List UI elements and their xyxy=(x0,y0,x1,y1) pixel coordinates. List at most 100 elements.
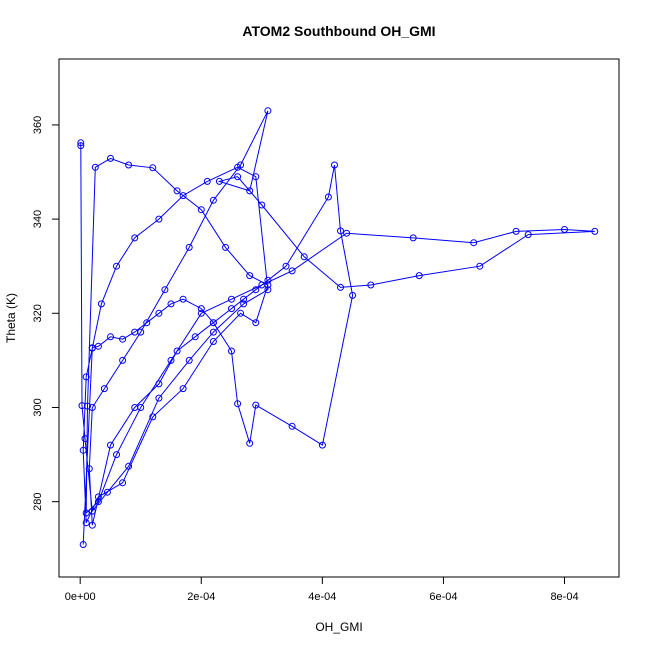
data-point xyxy=(84,402,91,410)
data-point xyxy=(185,356,193,364)
data-point xyxy=(77,142,85,150)
data-point xyxy=(167,300,175,308)
data-point xyxy=(258,201,266,209)
y-tick-label: 280 xyxy=(32,492,44,510)
x-tick-label: 6e-04 xyxy=(429,591,457,603)
data-point xyxy=(197,206,205,214)
data-point xyxy=(264,286,272,294)
data-point xyxy=(88,404,96,411)
data-point xyxy=(131,404,139,411)
data-point xyxy=(125,161,133,169)
data-point xyxy=(476,262,484,270)
data-point xyxy=(179,295,187,303)
data-point xyxy=(88,344,96,352)
data-point xyxy=(252,173,260,181)
data-point xyxy=(79,541,87,548)
data-point xyxy=(234,400,242,408)
data-point xyxy=(119,479,127,487)
data-point xyxy=(167,356,175,364)
x-tick-label: 8e-04 xyxy=(550,591,578,603)
x-axis-label: OH_GMI xyxy=(315,620,362,634)
y-tick-label: 320 xyxy=(32,304,44,322)
data-point xyxy=(246,439,254,447)
data-point xyxy=(561,226,568,233)
data-point xyxy=(415,272,423,280)
data-point xyxy=(143,319,151,327)
data-point xyxy=(343,229,351,237)
data-point xyxy=(240,295,248,303)
data-point xyxy=(524,231,532,239)
data-point xyxy=(337,283,344,291)
series-points xyxy=(77,107,599,548)
data-point xyxy=(155,215,163,223)
data-point xyxy=(591,227,599,235)
y-tick-label: 340 xyxy=(32,210,44,228)
data-point xyxy=(409,234,417,242)
data-point xyxy=(209,319,217,327)
data-point xyxy=(82,373,90,381)
y-axis-label: Theta (K) xyxy=(4,293,18,343)
data-point xyxy=(234,173,242,181)
data-point xyxy=(85,465,93,473)
data-point xyxy=(107,154,114,162)
data-point xyxy=(185,243,193,251)
data-point xyxy=(125,462,133,470)
data-point xyxy=(79,446,87,454)
data-point xyxy=(324,193,332,201)
data-point xyxy=(119,335,127,343)
data-point xyxy=(209,328,217,336)
data-point xyxy=(337,227,344,235)
data-point xyxy=(149,413,157,421)
chart-title: ATOM2 Southbound OH_GMI xyxy=(242,23,435,39)
data-point xyxy=(367,281,375,289)
series-lines xyxy=(80,110,595,545)
data-point xyxy=(288,267,296,275)
data-point xyxy=(237,309,245,317)
data-point xyxy=(161,286,169,294)
data-point xyxy=(197,305,205,313)
data-point xyxy=(237,161,245,169)
data-point xyxy=(228,305,235,313)
data-point xyxy=(155,380,163,388)
data-point xyxy=(228,347,235,355)
data-point xyxy=(82,519,90,527)
data-point xyxy=(470,239,478,247)
data-point xyxy=(88,507,96,515)
x-tick-label: 0e+00 xyxy=(65,591,96,603)
data-point xyxy=(215,177,223,185)
y-tick-label: 360 xyxy=(32,116,44,134)
x-tick-label: 2e-04 xyxy=(187,591,215,603)
data-point xyxy=(246,187,254,195)
data-point xyxy=(149,164,157,172)
data-point xyxy=(209,338,217,345)
plot-frame xyxy=(58,58,620,578)
data-point xyxy=(197,309,205,317)
x-axis: 0e+00 2e-04 4e-04 6e-04 8e-04 xyxy=(65,576,579,603)
data-point xyxy=(191,333,199,341)
x-tick-label: 4e-04 xyxy=(308,591,336,603)
data-point xyxy=(103,488,111,496)
data-point xyxy=(318,441,326,449)
data-point xyxy=(288,422,296,430)
data-point xyxy=(240,300,248,308)
data-point xyxy=(107,441,114,449)
data-point xyxy=(100,385,108,393)
data-point xyxy=(331,161,338,169)
data-point xyxy=(173,187,181,195)
data-point xyxy=(82,509,90,517)
data-point xyxy=(252,401,260,409)
y-tick-label: 300 xyxy=(32,398,44,416)
data-point xyxy=(512,227,520,235)
data-point xyxy=(252,286,260,294)
data-point xyxy=(282,262,290,270)
y-axis: 280 300 320 340 360 xyxy=(32,116,60,511)
data-point xyxy=(246,272,254,280)
data-point xyxy=(300,253,308,261)
data-point xyxy=(252,319,260,327)
data-point xyxy=(264,107,272,115)
data-point xyxy=(179,192,187,200)
data-point xyxy=(228,295,235,303)
data-point xyxy=(155,309,163,317)
data-point xyxy=(209,196,217,204)
data-point xyxy=(88,521,96,529)
